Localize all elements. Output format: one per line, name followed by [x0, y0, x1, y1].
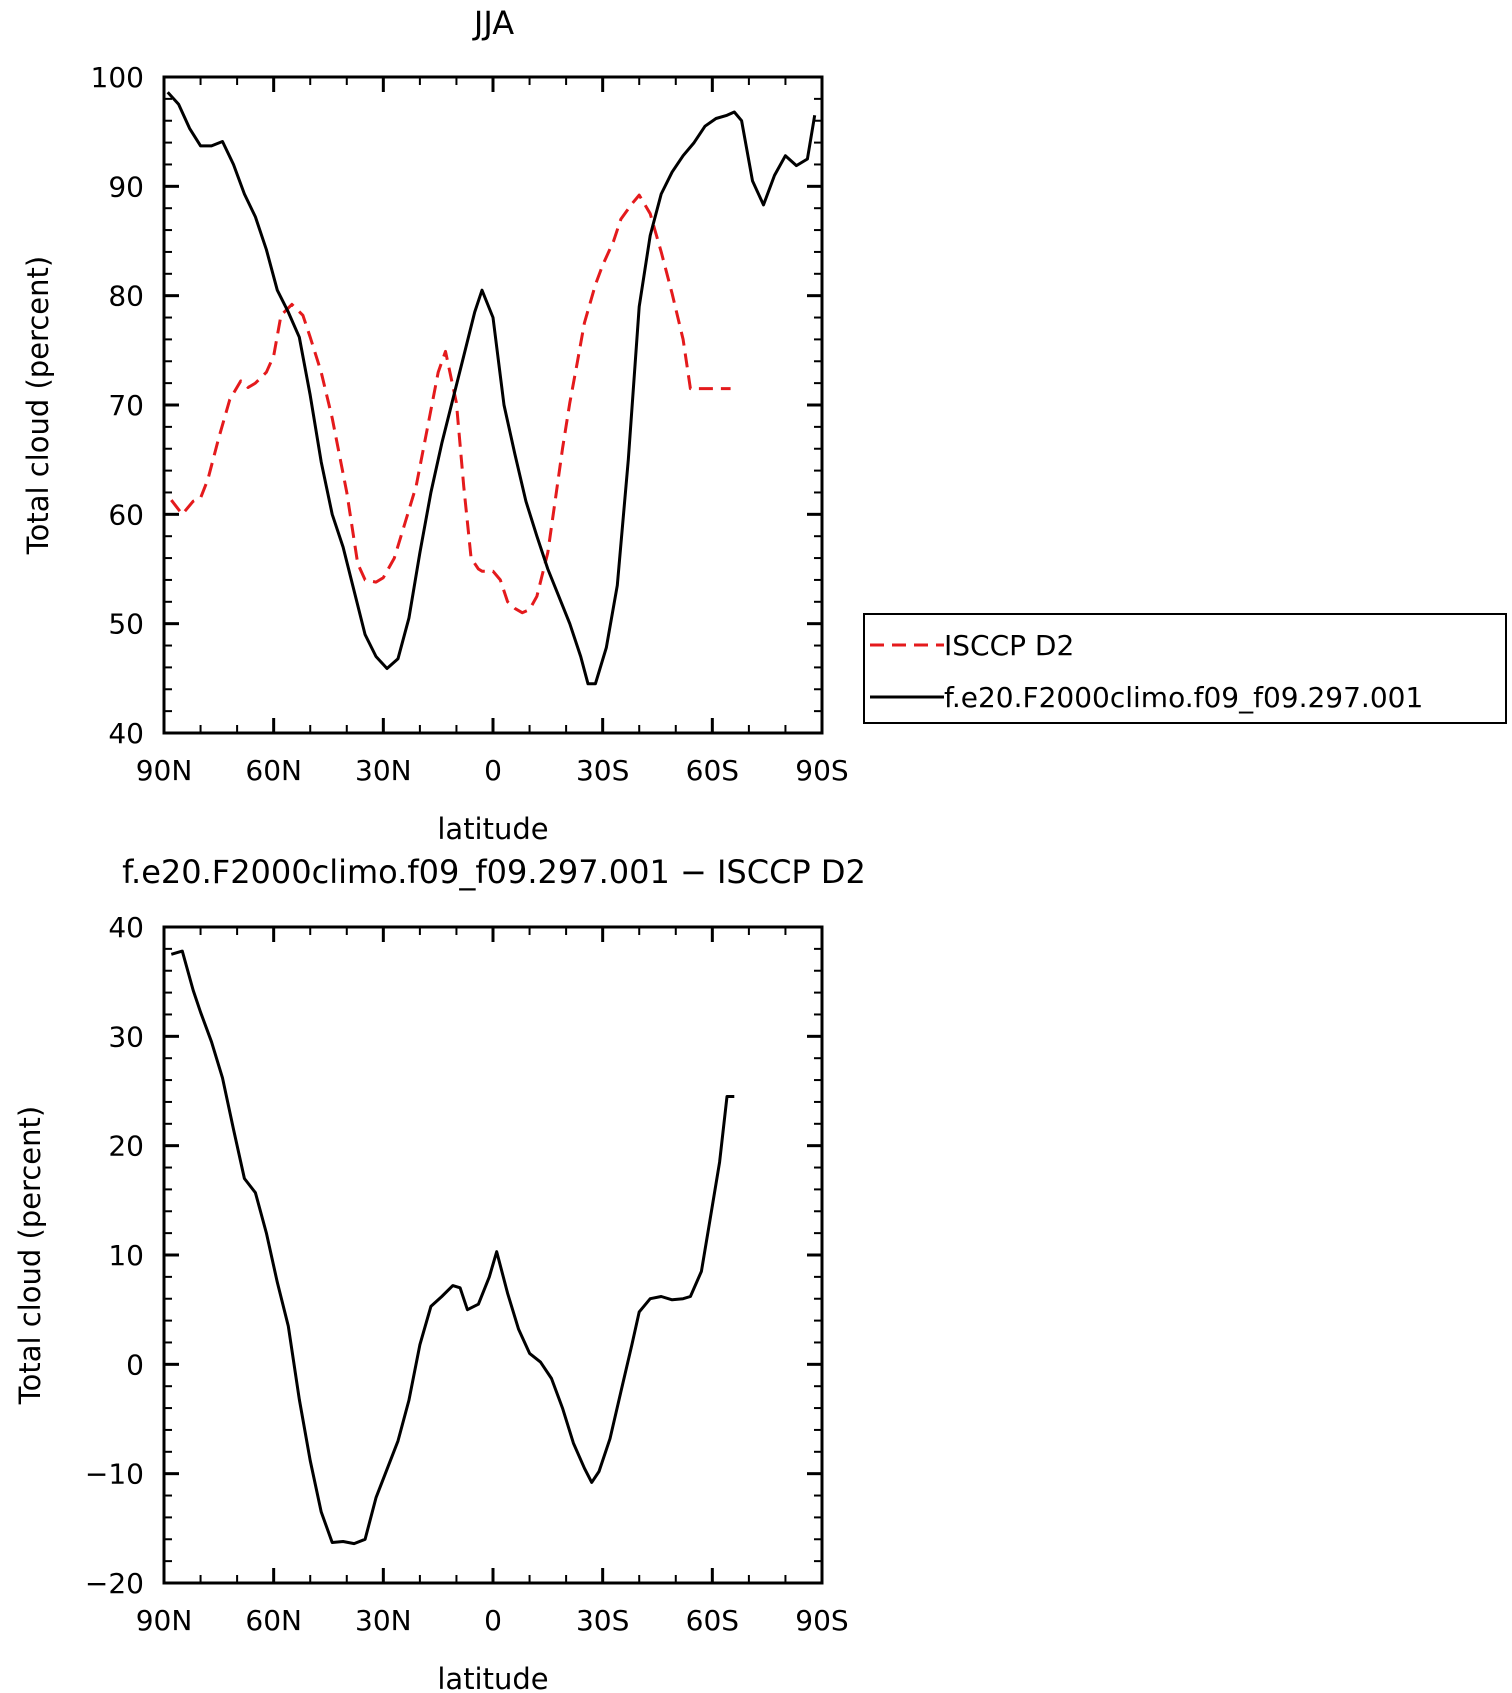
x-tick-label: 30S — [576, 754, 629, 787]
y-tick-label: 30 — [108, 1020, 144, 1053]
x-tick-label: 90N — [136, 754, 193, 787]
series-line-isccp — [170, 193, 731, 615]
legend-label-model: f.e20.F2000climo.f09_f09.297.001 — [944, 681, 1423, 714]
plot-lines — [170, 949, 735, 1546]
x-tick-label: 0 — [484, 1604, 502, 1637]
y-tick-label: 90 — [108, 170, 144, 203]
x-tick-label: 90S — [795, 1604, 848, 1637]
x-tick-label: 30S — [576, 1604, 629, 1637]
y-tick-label: 80 — [108, 280, 144, 313]
legend-box — [863, 613, 1507, 724]
x-tick-label: 60N — [245, 1604, 302, 1637]
y-tick-label: −10 — [85, 1458, 144, 1491]
axis-ticks — [162, 75, 824, 735]
y-tick-label: 50 — [108, 608, 144, 641]
x-tick-label: 30N — [355, 1604, 412, 1637]
y-tick-label: 70 — [108, 389, 144, 422]
x-tick-labels: 90N 60N 30N 0 30S 60S 90S — [136, 1604, 849, 1637]
series-line-model — [170, 949, 735, 1546]
chart-title: f.e20.F2000climo.f09_f09.297.001 − ISCCP… — [122, 853, 866, 891]
chart-title: JJA — [472, 4, 514, 42]
y-axis-label: Total cloud (percent) — [13, 1106, 47, 1405]
plot-frame — [162, 925, 824, 1585]
x-tick-label: 0 — [484, 754, 502, 787]
legend-label-isccp: ISCCP D2 — [944, 629, 1074, 662]
y-tick-label: 0 — [126, 1348, 144, 1381]
x-tick-label: 90S — [795, 754, 848, 787]
y-tick-label: 40 — [108, 911, 144, 944]
x-tick-label: 30N — [355, 754, 412, 787]
x-axis-label: latitude — [437, 1662, 548, 1693]
y-tick-label: 10 — [108, 1239, 144, 1272]
plot-frame — [162, 75, 824, 735]
y-tick-labels: 40 50 60 70 80 90 100 — [91, 61, 144, 750]
y-tick-label: 60 — [108, 498, 144, 531]
x-tick-label: 60S — [686, 1604, 739, 1637]
x-axis-label: latitude — [437, 812, 548, 846]
y-tick-label: −20 — [85, 1567, 144, 1600]
x-tick-label: 60S — [686, 754, 739, 787]
y-tick-label: 40 — [108, 717, 144, 750]
y-tick-labels: −20 −10 0 10 20 30 40 — [85, 911, 144, 1600]
line-chart-difference: f.e20.F2000climo.f09_f09.297.001 − ISCCP… — [13, 853, 866, 1693]
y-tick-label: 100 — [91, 61, 144, 94]
plot-lines — [166, 91, 817, 686]
x-tick-label: 60N — [245, 754, 302, 787]
y-axis-label: Total cloud (percent) — [21, 256, 55, 555]
legend: ISCCP D2 f.e20.F2000climo.f09_f09.297.00… — [863, 613, 1507, 724]
y-tick-label: 20 — [108, 1130, 144, 1163]
axis-ticks — [162, 925, 824, 1585]
x-tick-label: 90N — [136, 1604, 193, 1637]
series-line-model — [166, 91, 817, 686]
x-tick-labels: 90N 60N 30N 0 30S 60S 90S — [136, 754, 849, 787]
